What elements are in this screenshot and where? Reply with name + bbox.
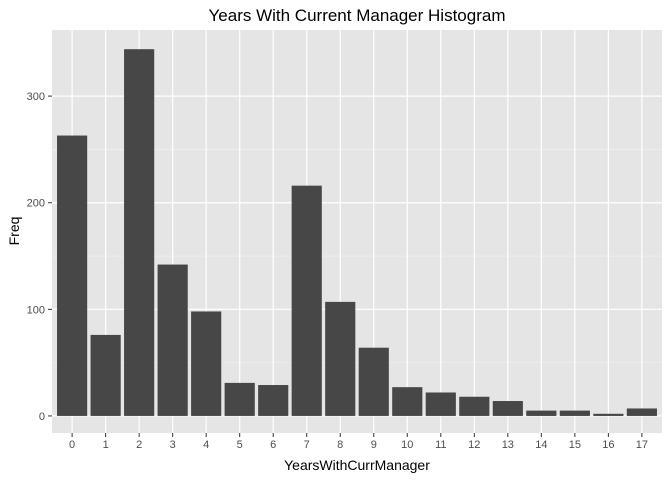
bar (560, 411, 590, 416)
x-tick-label: 16 (602, 439, 614, 451)
x-tick-label: 13 (502, 439, 514, 451)
bar (392, 387, 422, 416)
bar (292, 186, 322, 416)
x-tick-label: 0 (69, 439, 75, 451)
bar (258, 385, 288, 416)
x-tick-label: 10 (401, 439, 413, 451)
bar (426, 392, 456, 415)
x-tick-label: 12 (468, 439, 480, 451)
bar (91, 335, 121, 416)
bar (526, 411, 556, 416)
x-tick-label: 2 (136, 439, 142, 451)
x-axis-title: YearsWithCurrManager (284, 457, 430, 473)
chart-title: Years With Current Manager Histogram (209, 6, 506, 25)
bar (325, 302, 355, 416)
bar (57, 136, 87, 416)
x-tick-label: 6 (270, 439, 276, 451)
x-tick-label: 14 (535, 439, 547, 451)
x-tick-label: 8 (337, 439, 343, 451)
x-tick-label: 4 (203, 439, 209, 451)
x-tick-label: 15 (569, 439, 581, 451)
bar (225, 383, 255, 416)
bar (593, 414, 623, 416)
bar (158, 265, 188, 416)
y-tick-label: 100 (27, 304, 45, 316)
bar (359, 348, 389, 416)
bar (627, 408, 657, 415)
bar (493, 401, 523, 416)
x-tick-label: 17 (636, 439, 648, 451)
bar (124, 49, 154, 416)
bar (191, 311, 221, 415)
x-tick-label: 11 (435, 439, 446, 451)
x-tick-label: 9 (371, 439, 377, 451)
x-tick-label: 1 (103, 439, 109, 451)
bar (459, 397, 489, 416)
y-tick-label: 200 (27, 198, 45, 210)
x-tick-label: 5 (237, 439, 243, 451)
y-tick-label: 300 (27, 91, 45, 103)
x-tick-label: 3 (170, 439, 176, 451)
y-axis-title: Freq (6, 217, 22, 246)
x-tick-label: 7 (304, 439, 310, 451)
y-tick-label: 0 (39, 411, 45, 423)
